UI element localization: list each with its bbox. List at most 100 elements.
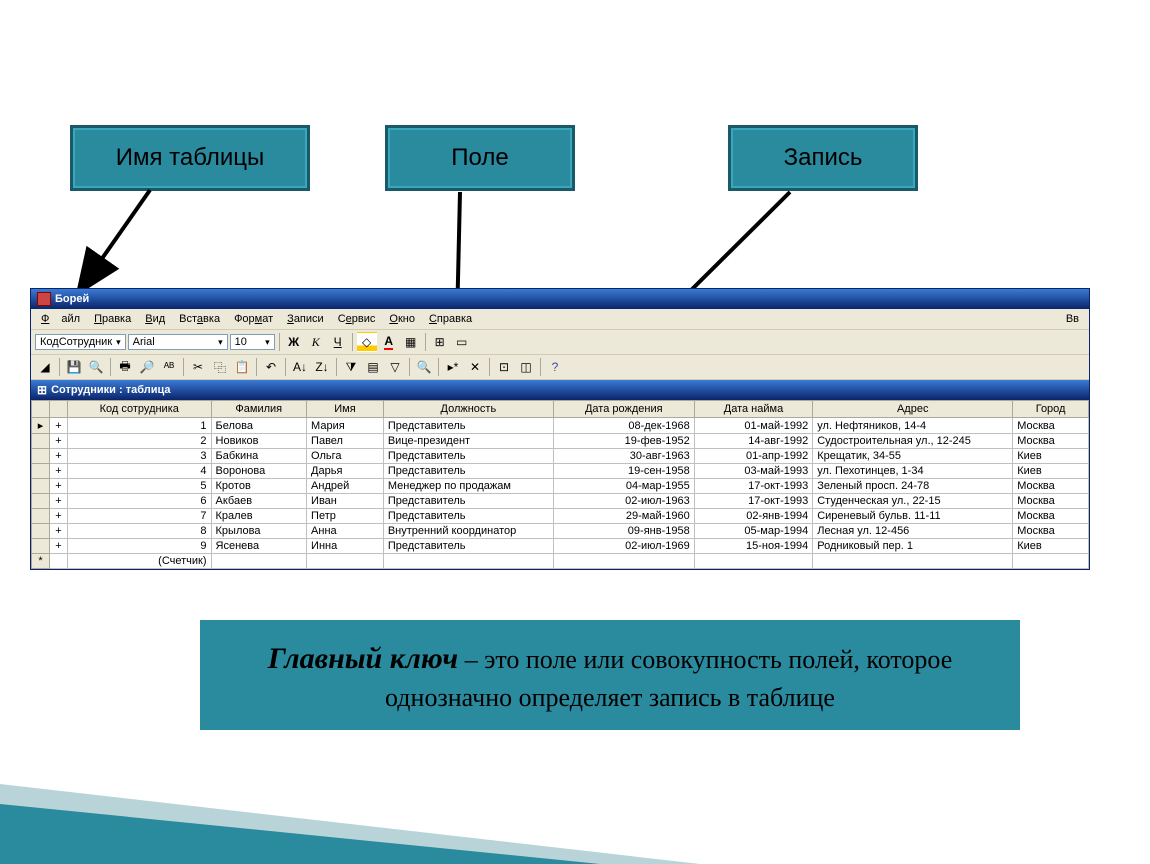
table-row[interactable]: +5КротовАндрейМенеджер по продажам04-мар… <box>32 479 1089 494</box>
table-row[interactable]: +3БабкинаОльгаПредставитель30-авг-196301… <box>32 449 1089 464</box>
filter-form-button[interactable]: ▤ <box>363 357 383 377</box>
cell-id[interactable]: 5 <box>68 479 212 494</box>
menu-help[interactable]: Справка <box>423 311 478 327</box>
cell-city[interactable]: Москва <box>1013 434 1089 449</box>
menu-format[interactable]: Формат <box>228 311 279 327</box>
cell-firstname[interactable]: Андрей <box>307 479 384 494</box>
cell-address[interactable]: ул. Нефтяников, 14-4 <box>813 418 1013 434</box>
row-indicator[interactable] <box>32 434 50 449</box>
menu-insert[interactable]: Вставка <box>173 311 226 327</box>
row-indicator[interactable] <box>32 449 50 464</box>
table-row[interactable]: +6АкбаевИванПредставитель02-июл-196317-о… <box>32 494 1089 509</box>
cell-lastname[interactable]: Акбаев <box>211 494 307 509</box>
cut-button[interactable]: ✂ <box>188 357 208 377</box>
cell-id[interactable]: 2 <box>68 434 212 449</box>
cell-position[interactable]: Внутренний координатор <box>383 524 553 539</box>
cell-address[interactable]: Крещатик, 34-55 <box>813 449 1013 464</box>
font-size-combo[interactable]: 10▾ <box>230 334 275 350</box>
col-address[interactable]: Адрес <box>813 401 1013 418</box>
find-button[interactable]: 🔍 <box>414 357 434 377</box>
cell-id[interactable]: 4 <box>68 464 212 479</box>
db-window-button[interactable]: ⊡ <box>494 357 514 377</box>
row-indicator[interactable] <box>32 464 50 479</box>
save-button[interactable]: 💾 <box>64 357 84 377</box>
cell-id[interactable]: 8 <box>68 524 212 539</box>
menu-records[interactable]: Записи <box>281 311 330 327</box>
cell-id[interactable]: 9 <box>68 539 212 554</box>
cell-position[interactable]: Вице-президент <box>383 434 553 449</box>
expand-button[interactable]: + <box>50 418 68 434</box>
table-row[interactable]: +2НовиковПавелВице-президент19-фев-19521… <box>32 434 1089 449</box>
bold-button[interactable]: Ж <box>284 332 304 352</box>
cell-firstname[interactable]: Мария <box>307 418 384 434</box>
spellcheck-button[interactable]: ᴬᴮ <box>159 357 179 377</box>
cell-address[interactable]: Родниковый пер. 1 <box>813 539 1013 554</box>
menu-window[interactable]: Окно <box>383 311 421 327</box>
sort-desc-button[interactable]: Z↓ <box>312 357 332 377</box>
filter-selection-button[interactable]: ⧩ <box>341 357 361 377</box>
row-indicator[interactable] <box>32 524 50 539</box>
expand-button[interactable] <box>50 554 68 569</box>
new-record-indicator[interactable]: * <box>32 554 50 569</box>
new-record-button[interactable]: ▸* <box>443 357 463 377</box>
search-file-button[interactable]: 🔍 <box>86 357 106 377</box>
row-indicator[interactable] <box>32 539 50 554</box>
fill-color-button[interactable]: ◇ <box>357 332 377 352</box>
expand-button[interactable]: + <box>50 539 68 554</box>
border-color-button[interactable]: ▦ <box>401 332 421 352</box>
cell-hiredate[interactable]: 17-окт-1993 <box>694 494 813 509</box>
table-row[interactable]: +8КрыловаАннаВнутренний координатор09-ян… <box>32 524 1089 539</box>
cell-lastname[interactable]: Белова <box>211 418 307 434</box>
cell-lastname[interactable]: Воронова <box>211 464 307 479</box>
cell-address[interactable]: Лесная ул. 12-456 <box>813 524 1013 539</box>
delete-record-button[interactable]: ✕ <box>465 357 485 377</box>
cell-firstname[interactable]: Иван <box>307 494 384 509</box>
apply-filter-button[interactable]: ▽ <box>385 357 405 377</box>
print-button[interactable]: 🖶 <box>115 357 135 377</box>
cell-firstname[interactable]: Петр <box>307 509 384 524</box>
cell-counter[interactable]: (Счетчик) <box>68 554 212 569</box>
row-indicator-header[interactable] <box>32 401 50 418</box>
row-indicator[interactable] <box>32 509 50 524</box>
cell-id[interactable]: 3 <box>68 449 212 464</box>
expand-button[interactable]: + <box>50 509 68 524</box>
sort-asc-button[interactable]: A↓ <box>290 357 310 377</box>
expand-button[interactable]: + <box>50 494 68 509</box>
cell-position[interactable]: Представитель <box>383 494 553 509</box>
new-record-row[interactable]: * (Счетчик) <box>32 554 1089 569</box>
cell-id[interactable]: 1 <box>68 418 212 434</box>
cell-city[interactable]: Киев <box>1013 539 1089 554</box>
table-row[interactable]: +9ЯсеневаИннаПредставитель02-июл-196915-… <box>32 539 1089 554</box>
cell-address[interactable]: Судостроительная ул., 12-245 <box>813 434 1013 449</box>
col-lastname[interactable]: Фамилия <box>211 401 307 418</box>
cell-firstname[interactable]: Дарья <box>307 464 384 479</box>
copy-button[interactable]: ⿻ <box>210 357 230 377</box>
row-indicator[interactable] <box>32 494 50 509</box>
cell-id[interactable]: 7 <box>68 509 212 524</box>
cell-lastname[interactable]: Кралев <box>211 509 307 524</box>
view-button[interactable]: ◢ <box>35 357 55 377</box>
cell-hiredate[interactable]: 03-май-1993 <box>694 464 813 479</box>
expand-button[interactable]: + <box>50 449 68 464</box>
gridlines-button[interactable]: ⊞ <box>430 332 450 352</box>
cell-birthdate[interactable]: 08-дек-1968 <box>553 418 694 434</box>
cell-hiredate[interactable]: 05-мар-1994 <box>694 524 813 539</box>
help-button[interactable]: ? <box>545 357 565 377</box>
cell-lastname[interactable]: Крылова <box>211 524 307 539</box>
cell-firstname[interactable]: Павел <box>307 434 384 449</box>
preview-button[interactable]: 🔎 <box>137 357 157 377</box>
italic-button[interactable]: К <box>306 332 326 352</box>
table-row[interactable]: ▸+1БеловаМарияПредставитель08-дек-196801… <box>32 418 1089 434</box>
cell-id[interactable]: 6 <box>68 494 212 509</box>
cell-birthdate[interactable]: 02-июл-1963 <box>553 494 694 509</box>
cell-city[interactable]: Москва <box>1013 494 1089 509</box>
cell-position[interactable]: Представитель <box>383 539 553 554</box>
cell-position[interactable]: Представитель <box>383 449 553 464</box>
cell-address[interactable]: Сиреневый бульв. 11-11 <box>813 509 1013 524</box>
expand-button[interactable]: + <box>50 524 68 539</box>
undo-button[interactable]: ↶ <box>261 357 281 377</box>
table-row[interactable]: +7КралевПетрПредставитель29-май-196002-я… <box>32 509 1089 524</box>
row-indicator[interactable] <box>32 479 50 494</box>
table-row[interactable]: +4ВороноваДарьяПредставитель19-сен-19580… <box>32 464 1089 479</box>
underline-button[interactable]: Ч <box>328 332 348 352</box>
